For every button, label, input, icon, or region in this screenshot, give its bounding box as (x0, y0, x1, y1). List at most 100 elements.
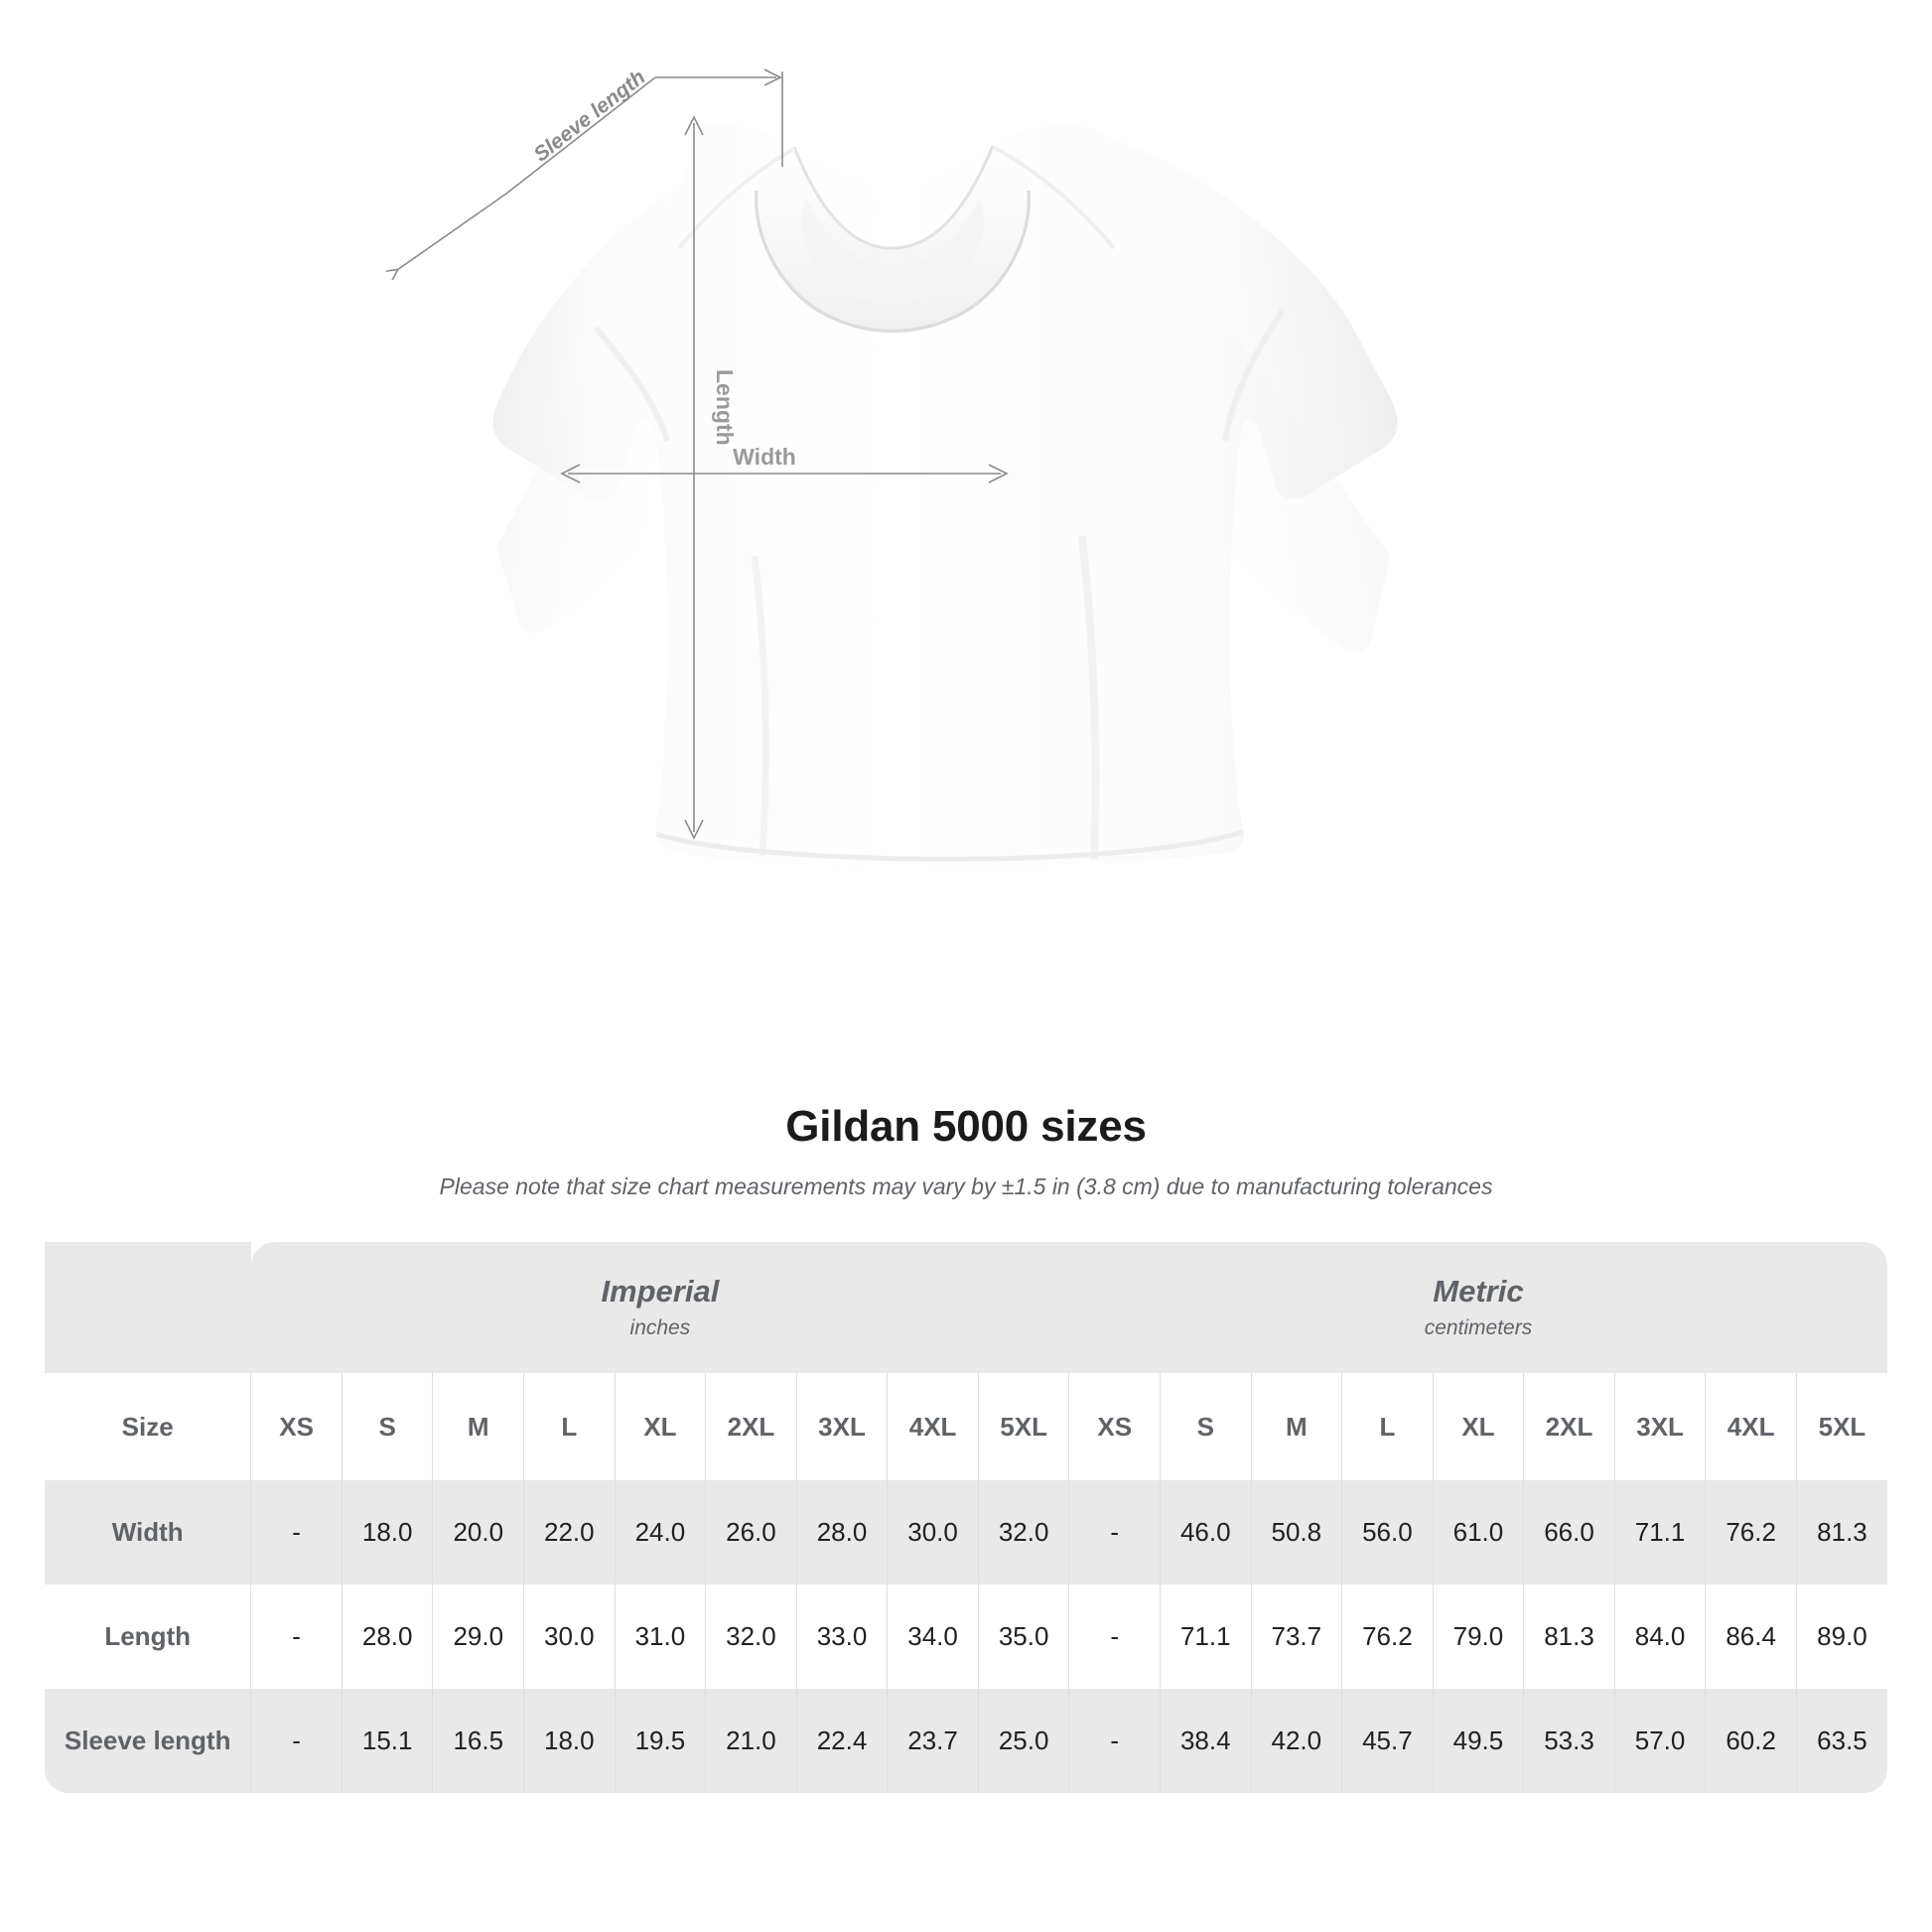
cell-width-metric-xs: - (1068, 1480, 1161, 1585)
cell-length-metric-2xl: 81.3 (1523, 1585, 1615, 1689)
cell-sleeve-length-metric-l: 45.7 (1341, 1689, 1434, 1793)
cell-length-metric-3xl: 84.0 (1613, 1585, 1706, 1689)
column-header-metric-l: L (1341, 1373, 1434, 1480)
unit-banner-row: Imperial inches Metric centimeters (45, 1242, 1887, 1373)
cell-sleeve-length-imperial-l: 18.0 (523, 1689, 616, 1793)
page-subtitle: Please note that size chart measurements… (439, 1173, 1493, 1199)
column-header-imperial-xs: XS (250, 1373, 343, 1480)
cell-width-imperial-4xl: 30.0 (887, 1480, 979, 1585)
column-header-metric-m: M (1250, 1373, 1342, 1480)
cell-length-imperial-l: 30.0 (523, 1585, 616, 1689)
cell-length-imperial-4xl: 34.0 (887, 1585, 979, 1689)
column-header-imperial-5xl: 5XL (977, 1373, 1069, 1480)
cell-width-metric-xl: 61.0 (1432, 1480, 1524, 1585)
measurement-annotations (397, 69, 1009, 840)
cell-sleeve-length-metric-xl: 49.5 (1432, 1689, 1524, 1793)
column-header-metric-s: S (1159, 1373, 1252, 1480)
cell-width-imperial-3xl: 28.0 (795, 1480, 888, 1585)
unit-sub-metric: centimeters (1424, 1315, 1533, 1339)
cell-sleeve-length-imperial-2xl: 21.0 (705, 1689, 797, 1793)
cell-sleeve-length-imperial-xs: - (250, 1689, 343, 1793)
cell-length-imperial-xl: 31.0 (614, 1585, 706, 1689)
page-title: Gildan 5000 sizes (785, 1102, 1147, 1151)
cell-sleeve-length-imperial-s: 15.1 (341, 1689, 433, 1793)
size-label-cell: Size (45, 1373, 251, 1480)
unit-header-metric: Metric centimeters (1068, 1242, 1887, 1373)
cell-sleeve-length-metric-2xl: 53.3 (1523, 1689, 1615, 1793)
tshirt-illustration: Sleeve length Length Width (0, 66, 1398, 868)
cell-length-imperial-m: 29.0 (432, 1585, 524, 1689)
row-label-sleeve-length: Sleeve length (45, 1689, 251, 1793)
size-header-row: Size XS S M L XL 2XL 3XL 4XL 5XL XS S M L XL 2XL 3XL 4XL 5… (45, 1373, 1887, 1480)
cell-sleeve-length-metric-3xl: 57.0 (1613, 1689, 1706, 1793)
sleeve-length-dimension (397, 69, 783, 270)
column-header-imperial-m: M (432, 1373, 524, 1480)
cell-sleeve-length-imperial-4xl: 23.7 (887, 1689, 979, 1793)
cell-width-imperial-s: 18.0 (341, 1480, 433, 1585)
tshirt-diagram: Sleeve length Length Width (0, 66, 1398, 868)
cell-sleeve-length-metric-m: 42.0 (1250, 1689, 1342, 1793)
row-label-length: Length (45, 1585, 251, 1689)
cell-width-imperial-l: 22.0 (523, 1480, 616, 1585)
unit-banner-spacer (45, 1242, 251, 1373)
title-block: Gildan 5000 sizes Please note that size … (0, 1102, 1932, 1200)
table-row: Sleeve length -15.1 16.5 18.0 19.5 21.0 22.4 23… (45, 1689, 1887, 1793)
unit-name-metric: Metric (1433, 1274, 1524, 1310)
cell-length-imperial-s: 28.0 (341, 1585, 433, 1689)
cell-sleeve-length-metric-4xl: 60.2 (1705, 1689, 1797, 1793)
tshirt-shape (492, 124, 1398, 868)
cell-length-imperial-5xl: 35.0 (977, 1585, 1069, 1689)
column-header-imperial-l: L (523, 1373, 616, 1480)
size-table: Imperial inches Metric centimeters Size XS S M L… (45, 1242, 1887, 1793)
cell-width-metric-2xl: 66.0 (1523, 1480, 1615, 1585)
cell-width-imperial-xs: - (250, 1480, 343, 1585)
column-header-metric-4xl: 4XL (1705, 1373, 1797, 1480)
width-dimension (560, 464, 1009, 483)
column-header-metric-xl: XL (1432, 1373, 1524, 1480)
column-header-metric-5xl: 5XL (1795, 1373, 1887, 1480)
column-header-imperial-2xl: 2XL (705, 1373, 797, 1480)
unit-header-imperial: Imperial inches (250, 1242, 1069, 1373)
cell-sleeve-length-metric-5xl: 63.5 (1795, 1689, 1887, 1793)
column-header-metric-3xl: 3XL (1613, 1373, 1706, 1480)
column-header-metric-xs: XS (1068, 1373, 1161, 1480)
cell-length-imperial-2xl: 32.0 (705, 1585, 797, 1689)
cell-width-imperial-2xl: 26.0 (705, 1480, 797, 1585)
cell-length-imperial-3xl: 33.0 (795, 1585, 888, 1689)
cell-width-imperial-5xl: 32.0 (977, 1480, 1069, 1585)
cell-length-metric-xl: 79.0 (1432, 1585, 1524, 1689)
cell-width-metric-l: 56.0 (1341, 1480, 1434, 1585)
cell-width-metric-5xl: 81.3 (1795, 1480, 1887, 1585)
width-label: Width (733, 444, 796, 470)
cell-width-metric-4xl: 76.2 (1705, 1480, 1797, 1585)
cell-length-metric-l: 76.2 (1341, 1585, 1434, 1689)
sleeve-length-label: Sleeve length (530, 66, 650, 166)
cell-width-imperial-m: 20.0 (432, 1480, 524, 1585)
size-chart-table: Imperial inches Metric centimeters Size XS S M L… (45, 1242, 1887, 1793)
cell-length-metric-s: 71.1 (1159, 1585, 1252, 1689)
column-header-imperial-4xl: 4XL (887, 1373, 979, 1480)
cell-sleeve-length-imperial-5xl: 25.0 (977, 1689, 1069, 1793)
table-row: Width -18.0 20.0 22.0 24.0 26.0 28.0 30.0 32.0-4… (45, 1480, 1887, 1585)
column-header-metric-2xl: 2XL (1523, 1373, 1615, 1480)
cell-width-metric-m: 50.8 (1250, 1480, 1342, 1585)
cell-sleeve-length-imperial-xl: 19.5 (614, 1689, 706, 1793)
cell-length-metric-4xl: 86.4 (1705, 1585, 1797, 1689)
cell-width-imperial-xl: 24.0 (614, 1480, 706, 1585)
unit-sub-imperial: inches (629, 1315, 691, 1339)
cell-length-metric-5xl: 89.0 (1795, 1585, 1887, 1689)
length-dimension (684, 115, 704, 840)
cell-width-metric-s: 46.0 (1159, 1480, 1252, 1585)
cell-sleeve-length-metric-s: 38.4 (1159, 1689, 1252, 1793)
cell-sleeve-length-imperial-3xl: 22.4 (795, 1689, 888, 1793)
unit-name-imperial: Imperial (601, 1274, 720, 1310)
column-header-imperial-s: S (341, 1373, 433, 1480)
table-row: Length -28.0 29.0 30.0 31.0 32.0 33.0 34.0 35.0-… (45, 1585, 1887, 1689)
column-header-imperial-3xl: 3XL (795, 1373, 888, 1480)
cell-sleeve-length-imperial-m: 16.5 (432, 1689, 524, 1793)
length-label: Length (712, 369, 738, 446)
cell-length-imperial-xs: - (250, 1585, 343, 1689)
cell-length-metric-m: 73.7 (1250, 1585, 1342, 1689)
row-label-width: Width (45, 1480, 251, 1585)
cell-length-metric-xs: - (1068, 1585, 1161, 1689)
